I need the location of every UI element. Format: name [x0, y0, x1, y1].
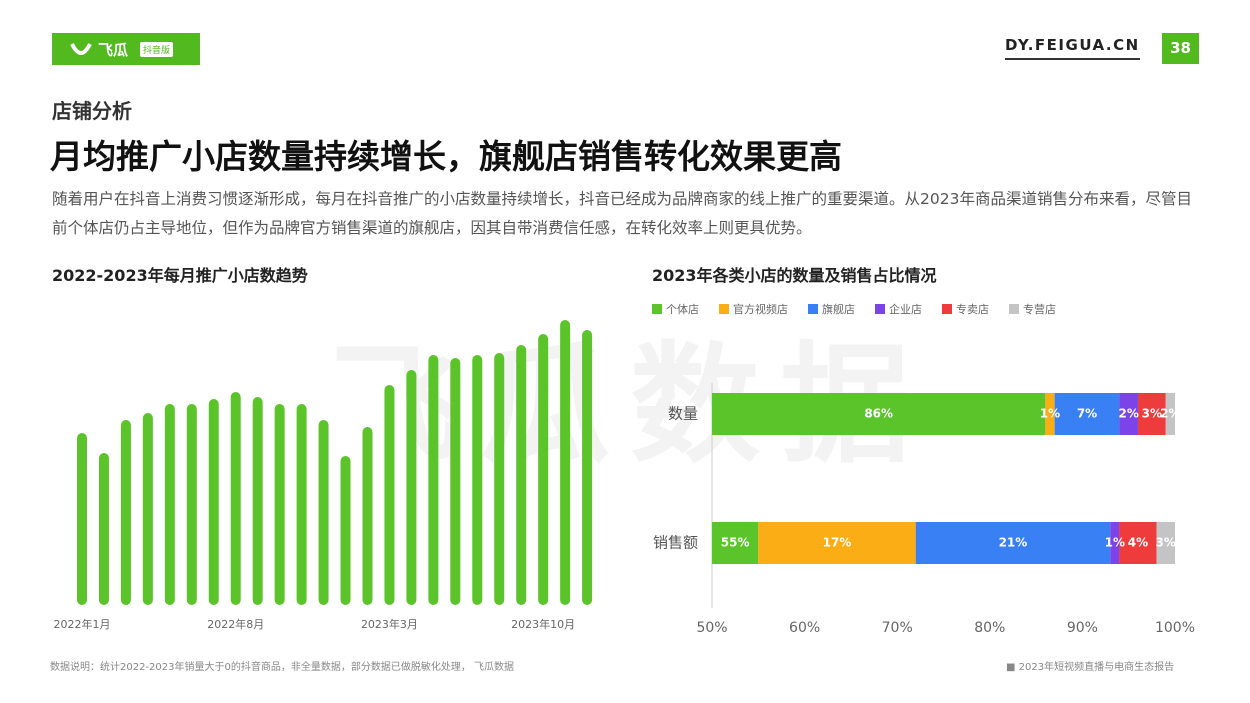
value-label: 4% — [1128, 536, 1148, 550]
bar — [318, 420, 329, 605]
x-tick-label: 100% — [1155, 620, 1195, 636]
value-label: 17% — [823, 536, 852, 550]
logo-icon — [70, 43, 92, 55]
title: 月均推广小店数量持续增长，旗舰店销售转化效果更高 — [50, 137, 842, 176]
value-label: 86% — [864, 407, 893, 421]
bar — [472, 355, 483, 605]
bar-segment — [1119, 393, 1138, 435]
bar — [186, 404, 197, 605]
value-label: 21% — [999, 536, 1028, 550]
stacked-bar-chart: 50% 60% 70% 80% 90% 100% 个体店 官方视频店 旗舰店 企业店 专卖店 专营店数… — [652, 302, 1195, 636]
bar-segment — [1165, 393, 1175, 435]
bar-segment — [1110, 522, 1120, 564]
legend-label: 旗舰店 — [822, 302, 855, 316]
x-tick-label: 50% — [696, 620, 727, 636]
logo-box: 飞瓜 抖音版 — [52, 33, 200, 65]
logo-badge: 抖音版 — [140, 42, 174, 57]
legend-swatch — [652, 304, 662, 314]
bar — [98, 453, 109, 605]
site-url: DY.FEIGUA.CN — [1005, 36, 1140, 60]
legend-label: 官方视频店 — [733, 302, 788, 316]
source-text: 2023年短视频直播与电商生态报告 — [1018, 662, 1175, 673]
x-tick-label: 70% — [882, 620, 913, 636]
value-label: 3% — [1156, 536, 1176, 550]
page-number: 38 — [1162, 33, 1199, 64]
bar — [406, 370, 417, 605]
bar-segment — [758, 522, 916, 564]
y-tick-label: 数量 — [668, 405, 698, 423]
bar — [164, 404, 175, 605]
bar — [340, 456, 351, 605]
legend-label: 个体店 — [666, 302, 699, 316]
bar — [516, 345, 527, 605]
legend-swatch — [808, 304, 818, 314]
legend-label: 专营店 — [1023, 302, 1056, 316]
bar-chart: 2022年1月 2022年8月 2023年3月 2023年10月 — [54, 320, 593, 631]
bar — [77, 433, 87, 605]
x-tick-label: 2022年1月 — [54, 617, 111, 631]
bar — [120, 420, 131, 605]
x-tick-label: 2023年10月 — [511, 617, 575, 631]
x-tick-label: 90% — [1067, 620, 1098, 636]
bar — [560, 320, 571, 605]
bar — [428, 355, 439, 605]
bar — [230, 392, 241, 605]
section: 店铺分析 — [52, 99, 132, 123]
value-label: 7% — [1077, 407, 1097, 421]
bar-segment — [1054, 393, 1120, 435]
value-label: 1% — [1040, 407, 1060, 421]
legend-swatch — [719, 304, 729, 314]
bar — [252, 397, 263, 605]
bar — [296, 404, 307, 605]
y-tick-label: 销售额 — [653, 534, 698, 552]
value-label: 3% — [1142, 407, 1162, 421]
legend-label: 企业店 — [889, 302, 922, 316]
value-label: 1% — [1105, 536, 1125, 550]
logo-text: 飞瓜 — [98, 41, 129, 59]
value-label: 55% — [721, 536, 750, 550]
bar-segment — [712, 393, 1046, 435]
bar — [450, 358, 461, 605]
value-label: 2% — [1160, 407, 1180, 421]
bar — [538, 334, 549, 605]
bar-segment — [1156, 522, 1175, 564]
footnote: 数据说明：统计2022-2023年销量大于0的抖音商品，非全量数据，部分数据已做… — [50, 662, 515, 673]
bar-segment — [1045, 393, 1055, 435]
bar-segment — [1119, 522, 1157, 564]
x-tick-label: 2023年3月 — [361, 617, 418, 631]
bar — [362, 427, 373, 605]
chart-title: 2023年各类小店的数量及销售占比情况 — [652, 266, 937, 285]
legend-swatch — [942, 304, 952, 314]
bar-segment — [712, 522, 759, 564]
bar — [274, 404, 285, 605]
legend-label: 专卖店 — [956, 302, 989, 316]
bar-segment — [915, 522, 1111, 564]
legend-swatch — [875, 304, 885, 314]
bar — [142, 413, 153, 605]
x-tick-label: 80% — [974, 620, 1005, 636]
legend-swatch — [1009, 304, 1019, 314]
x-tick-label: 60% — [789, 620, 820, 636]
source: ■ 2023年短视频直播与电商生态报告 — [1006, 662, 1175, 673]
bar — [208, 399, 219, 605]
plot — [712, 393, 1175, 564]
paragraph: 随着用户在抖音上消费习惯逐渐形成，每月在抖音推广的小店数量持续增长，抖音已经成为… — [52, 190, 1192, 237]
value-label: 2% — [1119, 407, 1139, 421]
bar — [384, 385, 395, 605]
bar — [494, 353, 505, 605]
chart-title: 2022-2023年每月推广小店数趋势 — [52, 266, 308, 285]
x-tick-label: 2022年8月 — [207, 617, 264, 631]
bar-segment — [1137, 393, 1166, 435]
bar — [582, 330, 593, 605]
